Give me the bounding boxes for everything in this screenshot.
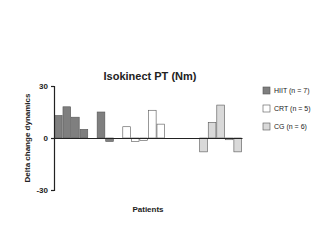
bar [63,107,71,138]
bar [54,115,62,138]
x-axis [55,138,243,139]
bar [80,129,88,138]
legend-swatch [263,87,270,94]
y-axis-line [51,87,55,191]
legend-label: CG (n = 6) [274,123,307,131]
y-tick-label: 30 [39,82,48,91]
bar [234,138,242,152]
bar [97,112,105,138]
legend-label: CRT (n = 5) [274,105,311,113]
title: Isokinect PT (Nm) [104,70,197,82]
y-tick: 0 [44,134,54,143]
y-tick-mark [51,138,54,139]
y-tick-label: 0 [44,134,49,143]
legend-swatch [263,123,270,130]
legend-label: HIIT (n = 7) [274,87,309,95]
x-axis-line [55,138,243,139]
y-tick: -30 [36,186,54,195]
y-tick: 30 [39,82,54,91]
bar [208,122,216,138]
bar [217,105,225,138]
bar [72,117,80,138]
bar [148,110,156,138]
y-tick-mark [51,86,54,87]
bar [123,127,131,138]
y-axis-title: Delta change dynamics [23,93,32,182]
x-axis-title: Patients [132,205,164,214]
y-tick-mark [51,190,54,191]
y-tick-label: -30 [36,186,48,195]
y-axis: -30 0 30 [36,82,54,195]
legend-swatch [263,105,270,112]
bars [54,105,241,152]
legend: HIIT (n = 7) CRT (n = 5) CG (n = 6) [263,87,311,131]
bar [157,124,165,138]
bar [200,138,208,152]
chart: Isokinect PT (Nm) -30 0 30 Patients Delta cha… [0,0,320,250]
